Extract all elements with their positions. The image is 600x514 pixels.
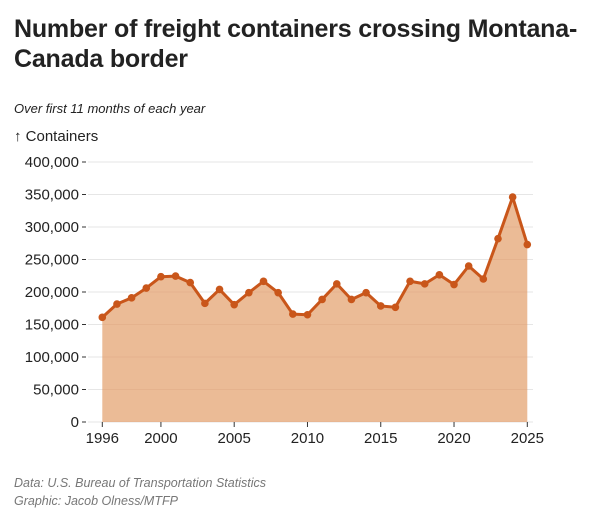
data-point-1996 — [98, 313, 107, 322]
data-point-2020 — [450, 280, 458, 289]
data-points — [98, 193, 532, 322]
chart-subtitle: Over first 11 months of each year — [14, 101, 206, 116]
area-fill — [102, 197, 528, 422]
x-tick-label: 2015 — [364, 430, 397, 447]
x-tick-label: 2025 — [511, 430, 544, 447]
data-point-2006 — [245, 288, 253, 297]
y-tick-label: 150,000 — [25, 317, 79, 334]
y-tick-label: 250,000 — [25, 252, 79, 269]
data-point-1997 — [113, 300, 121, 308]
data-point-2001 — [171, 272, 180, 280]
x-tick-label: 2010 — [291, 430, 324, 447]
chart-title: Number of freight containers crossing Mo… — [14, 15, 578, 73]
x-tick-label: 2000 — [144, 430, 177, 447]
data-point-2014 — [362, 288, 370, 297]
data-point-2011 — [318, 295, 326, 304]
data-point-2016 — [391, 303, 400, 312]
y-axis: 0 50,000 100,000 150,000 200,000 250,000 300,0… — [25, 154, 86, 431]
data-point-2005 — [230, 300, 238, 309]
source-note: Data: U.S. Bureau of Transportation Stat… — [14, 476, 266, 490]
data-point-1999 — [142, 284, 151, 292]
y-tick-label: 350,000 — [25, 187, 79, 204]
data-point-2024 — [508, 193, 517, 201]
credit-note: Graphic: Jacob Olness/MTFP — [14, 494, 178, 508]
data-point-2022 — [479, 275, 488, 283]
y-tick-label: 400,000 — [25, 154, 79, 171]
x-tick-label: 2005 — [218, 430, 251, 447]
chart-footer: Data: U.S. Bureau of Transportation Stat… — [14, 474, 266, 510]
data-point-2017 — [406, 277, 414, 286]
x-tick-label: 2020 — [437, 430, 470, 447]
y-tick-label: 100,000 — [25, 349, 79, 366]
data-point-2025 — [523, 240, 532, 249]
data-point-2019 — [435, 270, 444, 279]
data-point-2008 — [274, 288, 282, 297]
y-tick-label: 300,000 — [25, 219, 79, 236]
y-axis-label: ↑ Containers — [14, 128, 99, 145]
data-point-2013 — [347, 295, 356, 304]
data-point-2003 — [201, 299, 209, 308]
data-point-2009 — [289, 310, 297, 318]
data-point-2007 — [259, 277, 268, 286]
y-tick-label: 50,000 — [33, 382, 79, 399]
data-point-2015 — [376, 302, 385, 310]
data-point-2023 — [494, 234, 502, 243]
data-point-2004 — [215, 285, 224, 294]
data-point-1998 — [127, 294, 136, 302]
y-tick-label: 200,000 — [25, 284, 79, 301]
data-point-2012 — [332, 280, 341, 288]
y-tick-label: 0 — [71, 414, 79, 431]
x-tick-label: 1996 — [86, 430, 119, 447]
data-point-2010 — [303, 310, 312, 319]
data-point-2018 — [420, 280, 429, 288]
data-point-2002 — [186, 278, 195, 287]
x-axis: 1996 2000 2005 2010 2015 2020 2025 — [86, 422, 544, 447]
data-point-2000 — [157, 272, 165, 281]
data-point-2021 — [464, 262, 473, 270]
